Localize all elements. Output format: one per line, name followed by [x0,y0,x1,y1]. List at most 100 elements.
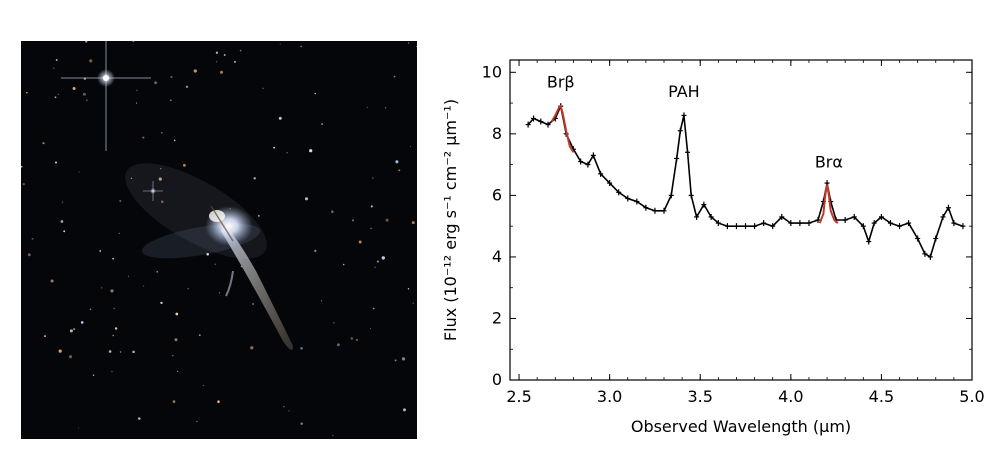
x-tick-label: 5.0 [959,387,984,406]
background-star [381,256,385,260]
background-star [175,312,179,316]
background-star [336,343,340,347]
spectrum-chart: 2.5 3.0 3.5 4.0 4.5 5.0 0 2 4 6 8 10 Brβ PAH Brα Obs… [430,40,990,460]
background-star [394,359,397,362]
background-star [217,400,220,403]
data-point [545,121,551,128]
background-star [54,96,57,99]
data-point [643,204,649,211]
background-star [193,69,197,73]
background-star [92,374,95,376]
background-star [300,422,303,425]
background-star [330,210,334,214]
data-point [625,195,631,202]
background-star [170,75,173,79]
background-star [187,287,189,290]
data-point [860,223,866,230]
data-point [598,170,604,177]
background-star [156,270,159,273]
background-star [196,420,198,423]
background-star [376,260,379,263]
data-point [634,198,640,205]
background-star [63,230,66,233]
background-star [333,321,335,324]
background-star [69,329,73,333]
background-star [395,160,399,164]
background-star [58,349,62,353]
data-point [878,213,884,220]
fit-line [818,184,839,224]
background-star [219,70,224,74]
background-star [214,263,216,265]
background-star [132,350,135,354]
background-star [288,410,290,412]
background-star [53,67,55,69]
background-star [240,266,242,268]
background-star [160,168,162,170]
background-star [110,289,114,293]
galaxy-image [20,40,417,439]
background-star [202,384,204,387]
background-star [68,355,73,359]
data-point [616,189,622,196]
background-star [154,81,157,84]
data-point [851,213,857,220]
background-star [118,232,120,234]
background-star [84,40,88,43]
background-star [78,427,80,429]
background-star [385,218,389,222]
background-star [61,201,64,203]
background-star [411,221,415,225]
background-star [309,149,313,153]
background-star [82,92,86,96]
data-point [674,155,680,162]
data-point [887,220,893,227]
plot-frame [509,59,973,381]
background-star [174,338,178,342]
data-point [578,158,584,165]
data-point [685,149,691,156]
y-tick-label: 4 [492,247,502,266]
background-star [412,302,414,304]
data-point [779,213,785,220]
x-tick-label: 2.5 [506,387,531,406]
background-star [138,417,141,420]
data-point [538,118,544,125]
annotation-label: Brα [815,153,843,172]
background-star [136,89,138,91]
background-star [172,400,176,403]
background-star [143,285,145,287]
data-point [752,223,758,230]
background-star [401,357,406,361]
data-point [668,192,674,199]
background-star [89,59,93,63]
background-star [358,240,362,244]
background-star [206,252,209,256]
chart-svg: 2.5 3.0 3.5 4.0 4.5 5.0 0 2 4 6 8 10 Brβ PAH Brα Obs… [441,59,985,436]
data-point [733,223,739,230]
data-point [743,223,749,230]
background-star [372,177,374,179]
background-star [300,346,303,350]
x-tick-label: 4.0 [778,387,803,406]
data-point [585,161,591,168]
background-star [393,75,396,78]
background-star [384,107,387,109]
data-point [788,220,794,227]
background-star [136,102,138,104]
background-star [407,288,410,290]
background-star [112,334,114,337]
background-star [185,85,189,88]
background-star [176,370,179,373]
background-star [314,249,317,252]
data-point [815,217,821,223]
background-star [86,99,88,101]
data-point [906,220,912,227]
data-point [915,235,921,242]
bright-star [61,41,151,151]
annotation-label: Brβ [547,73,575,92]
background-star [234,60,236,63]
background-star [355,338,359,342]
background-star [112,257,114,260]
background-star [218,292,221,294]
